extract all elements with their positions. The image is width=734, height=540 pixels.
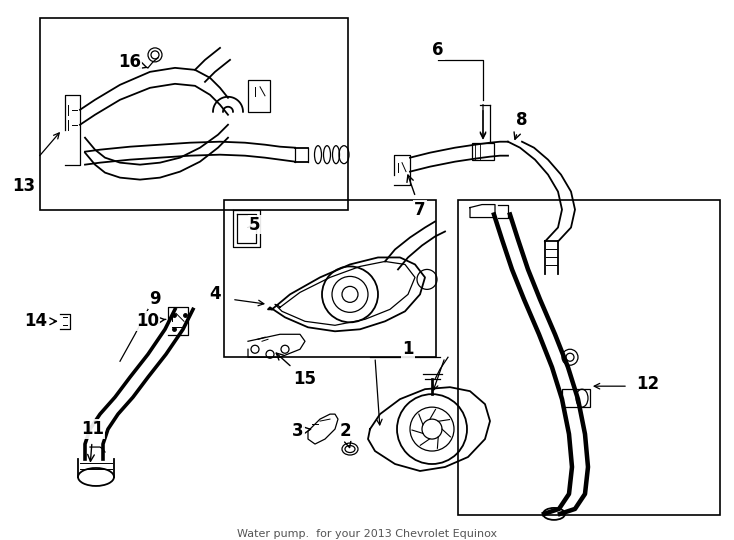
Text: 7: 7 [407,175,426,219]
Text: 13: 13 [12,177,35,194]
Text: 4: 4 [209,285,221,303]
Text: 5: 5 [248,215,261,233]
Text: 3: 3 [292,422,310,440]
Text: 11: 11 [81,420,104,461]
Text: 2: 2 [339,422,351,448]
Text: 10: 10 [137,312,166,330]
Text: 8: 8 [514,111,528,139]
Text: 15: 15 [276,353,316,388]
Text: 12: 12 [636,375,660,393]
Text: 9: 9 [149,291,161,308]
Text: 6: 6 [432,41,444,59]
Text: Water pump.  for your 2013 Chevrolet Equinox: Water pump. for your 2013 Chevrolet Equi… [237,529,497,539]
Text: 16: 16 [118,53,148,71]
Bar [40,18,348,210]
Bar [248,80,270,112]
Text: 14: 14 [24,312,57,330]
Bar [562,389,590,407]
Bar [458,200,720,515]
Bar [472,143,494,160]
Bar [224,200,436,357]
Text: 1: 1 [402,340,414,358]
